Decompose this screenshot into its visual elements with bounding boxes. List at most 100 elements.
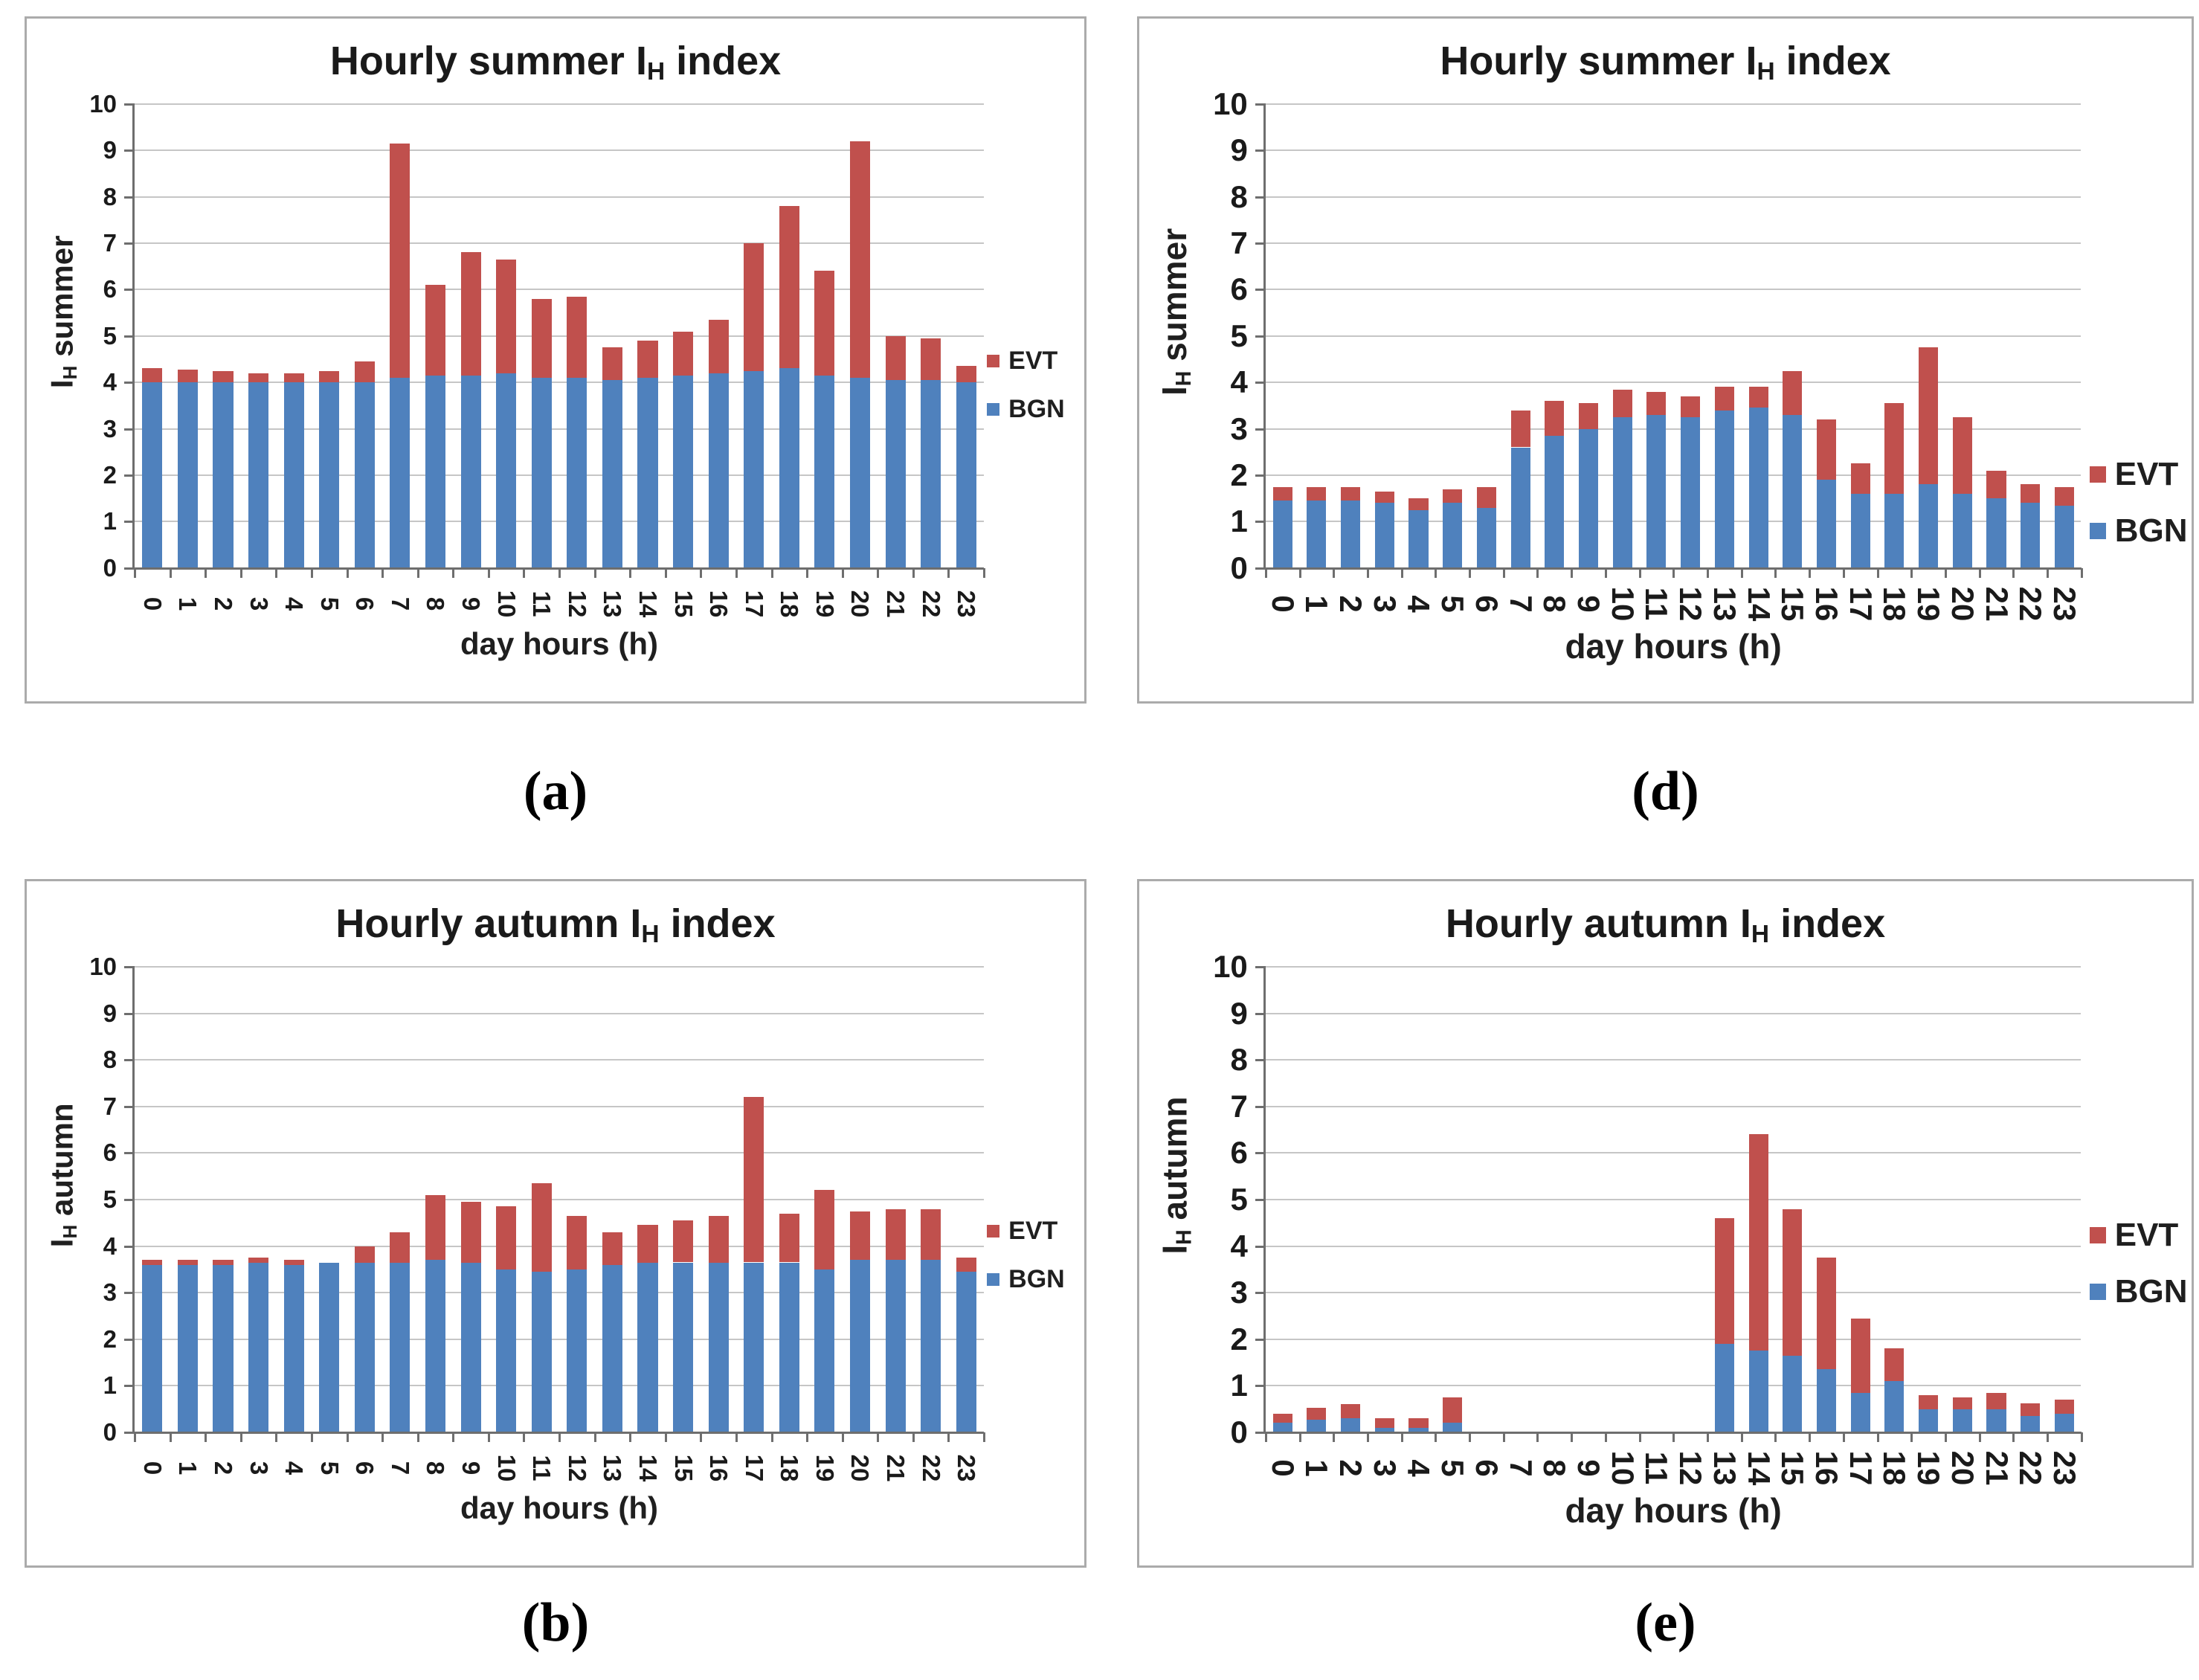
- gridline: [135, 196, 984, 198]
- title-text: Hourly autumn I: [1445, 901, 1751, 946]
- x-tick-mark: [593, 1432, 596, 1442]
- bgn-bar-segment: [1341, 1418, 1361, 1432]
- y-tick-mark: [124, 1338, 135, 1341]
- gridline: [135, 1012, 984, 1014]
- bgn-bar-segment: [673, 1262, 694, 1432]
- x-tick-label: 14: [1741, 586, 1777, 622]
- x-tick-mark: [1571, 567, 1574, 578]
- y-tick-label: 7: [103, 228, 117, 257]
- x-tick-label: 2: [209, 1461, 237, 1475]
- x-tick-label: 5: [315, 1461, 344, 1475]
- caption-b: (b): [521, 1592, 590, 1653]
- bgn-bar-segment: [637, 377, 658, 568]
- x-tick-label: 1: [174, 596, 202, 611]
- x-tick-label: 9: [457, 596, 486, 611]
- bgn-bar-segment: [354, 1262, 375, 1432]
- x-tick-label: 6: [351, 1461, 379, 1475]
- y-tick-mark: [124, 521, 135, 524]
- x-tick-mark: [770, 1432, 773, 1442]
- x-tick-mark: [1333, 1432, 1336, 1442]
- evt-bar-segment: [213, 1260, 234, 1265]
- y-tick-mark: [1255, 196, 1266, 199]
- gridline: [135, 1105, 984, 1107]
- evt-bar-segment: [2021, 484, 2041, 503]
- bgn-bar-segment: [1307, 501, 1327, 568]
- evt-bar-segment: [1919, 347, 1939, 485]
- evt-bar-segment: [2021, 1403, 2041, 1417]
- x-tick-mark: [1809, 1432, 1812, 1442]
- y-tick-label: 7: [103, 1092, 117, 1120]
- x-tick-mark: [346, 567, 349, 578]
- bgn-bar-segment: [1783, 1355, 1803, 1432]
- x-tick-mark: [239, 567, 242, 578]
- evt-bar-segment: [354, 1246, 375, 1263]
- chart-title: Hourly autumn IH index: [27, 901, 1084, 949]
- x-tick-mark: [2047, 1432, 2050, 1442]
- evt-bar-segment: [1986, 470, 2006, 499]
- bgn-bar-segment: [1443, 503, 1463, 568]
- x-tick-mark: [452, 567, 455, 578]
- bgn-swatch: [2089, 1283, 2106, 1300]
- caption-e: (e): [1635, 1592, 1696, 1653]
- x-tick-mark: [310, 567, 313, 578]
- x-tick-label: 15: [669, 1454, 698, 1482]
- y-tick-mark: [124, 474, 135, 477]
- bgn-bar-segment: [1476, 507, 1496, 568]
- bgn-bar-segment: [779, 1262, 799, 1432]
- y-tick-label: 2: [1230, 1321, 1248, 1356]
- bgn-bar-segment: [213, 382, 234, 568]
- x-tick-mark: [1876, 567, 1879, 578]
- y-tick-label: 2: [103, 1325, 117, 1353]
- x-tick-label: 23: [2047, 1450, 2082, 1486]
- bgn-bar-segment: [673, 375, 694, 568]
- ylabel-text: I: [44, 379, 80, 389]
- x-tick-mark: [346, 1432, 349, 1442]
- evt-bar-segment: [1783, 370, 1803, 415]
- x-tick-mark: [1740, 567, 1743, 578]
- bgn-bar-segment: [2054, 505, 2074, 568]
- x-tick-mark: [2047, 567, 2050, 578]
- bgn-bar-segment: [1408, 1427, 1429, 1432]
- gridline: [1265, 1385, 2082, 1387]
- y-tick-label: 10: [89, 953, 117, 980]
- evt-bar-segment: [602, 1232, 622, 1265]
- gridline: [135, 103, 984, 105]
- x-tick-mark: [2080, 1432, 2083, 1442]
- y-tick-mark: [124, 1199, 135, 1201]
- x-tick-mark: [487, 1432, 490, 1442]
- x-tick-label: 7: [386, 1461, 414, 1475]
- evt-bar-segment: [1714, 387, 1734, 411]
- gridline: [135, 149, 984, 152]
- bgn-bar-segment: [885, 380, 906, 568]
- bgn-bar-segment: [177, 1264, 198, 1432]
- evt-bar-segment: [1374, 491, 1394, 503]
- x-tick-label: 16: [705, 590, 733, 618]
- y-tick-label: 6: [103, 275, 117, 303]
- x-tick-mark: [1978, 567, 1981, 578]
- bgn-bar-segment: [1986, 498, 2006, 568]
- x-tick-label: 20: [846, 1454, 875, 1482]
- gridline: [135, 242, 984, 244]
- x-tick-label: 6: [351, 596, 379, 611]
- y-tick-mark: [1255, 289, 1266, 292]
- bgn-bar-segment: [531, 377, 552, 568]
- x-tick-mark: [416, 1432, 419, 1442]
- evt-bar-segment: [885, 1208, 906, 1261]
- evt-bar-segment: [213, 370, 234, 383]
- x-tick-mark: [169, 567, 172, 578]
- x-tick-label: 19: [1911, 586, 1947, 622]
- x-tick-label: 13: [599, 590, 627, 618]
- x-tick-label: 8: [1537, 1459, 1573, 1477]
- legend-item-evt: EVT: [987, 347, 1065, 376]
- gridline: [135, 1059, 984, 1061]
- x-tick-mark: [1298, 567, 1301, 578]
- y-tick-mark: [124, 966, 135, 968]
- x-tick-mark: [2080, 567, 2083, 578]
- bgn-bar-segment: [637, 1262, 658, 1432]
- bgn-bar-segment: [1714, 410, 1734, 568]
- gridline: [135, 1385, 984, 1387]
- x-tick-mark: [2012, 567, 2015, 578]
- x-tick-mark: [205, 567, 207, 578]
